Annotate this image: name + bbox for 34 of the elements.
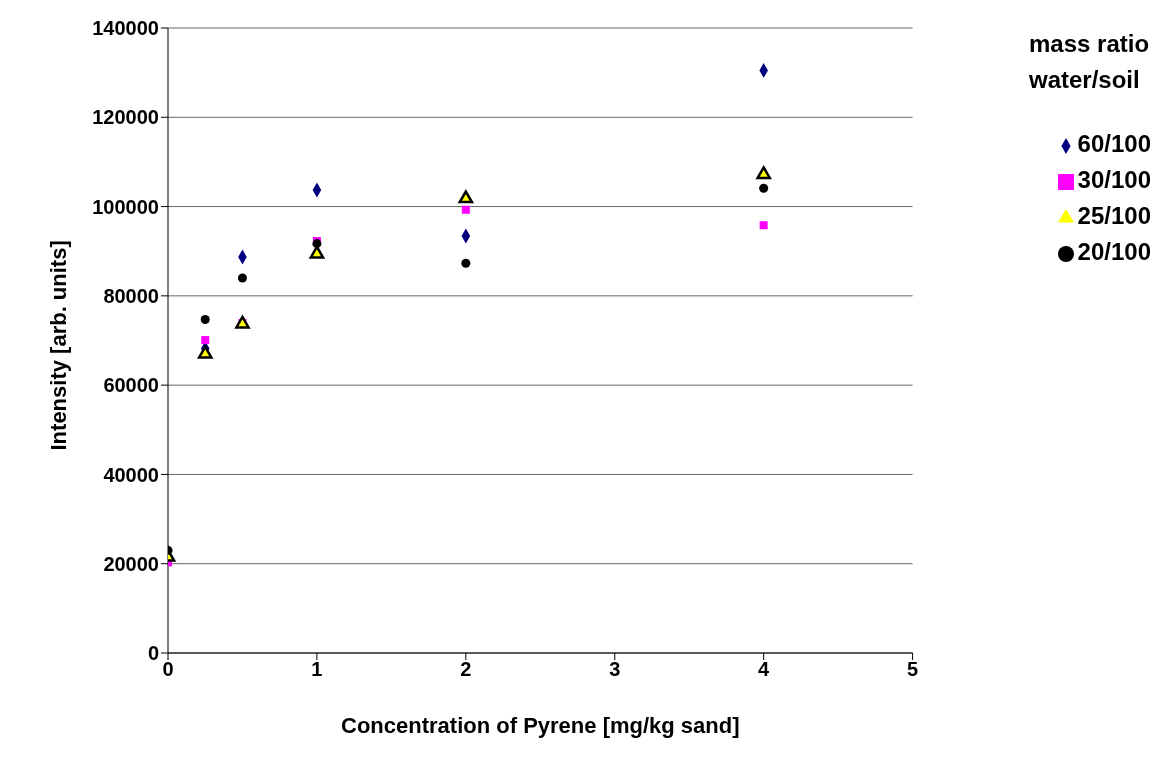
- point: [200, 315, 210, 325]
- x-tick-label: 0: [162, 658, 174, 681]
- y-tick-label: 140000: [92, 17, 159, 40]
- point: [237, 273, 247, 283]
- legend-label: 30/100: [1077, 166, 1151, 193]
- x-tick-label: 3: [609, 658, 621, 681]
- y-tick-label: 80000: [103, 284, 159, 307]
- x-tick-label: 5: [907, 658, 919, 681]
- y-tick-label: 40000: [103, 463, 159, 486]
- y-tick-label: 120000: [92, 106, 159, 129]
- point: [458, 190, 474, 204]
- point: [461, 258, 471, 268]
- y-tick-label: 20000: [103, 552, 159, 575]
- point: [309, 245, 325, 259]
- y-tick-label: 100000: [92, 195, 159, 218]
- point: [201, 336, 210, 345]
- point: [235, 315, 250, 329]
- point: [197, 345, 213, 359]
- y-tick-label: 60000: [103, 374, 159, 397]
- x-tick-label: 4: [758, 658, 771, 681]
- x-tick-label: 1: [311, 658, 323, 681]
- point: [461, 205, 470, 214]
- legend-label: 60/100: [1077, 130, 1151, 157]
- point: [756, 166, 771, 180]
- legend-label: 20/100: [1077, 238, 1151, 265]
- y-tick-label: 0: [147, 642, 159, 665]
- point: [759, 221, 768, 230]
- point: [312, 239, 322, 249]
- point: [759, 183, 769, 193]
- legend-title: mass ratio water/soil: [1029, 29, 1151, 95]
- y-axis-title: Intensity [arb. units]: [45, 240, 71, 451]
- x-tick-label: 2: [460, 658, 472, 681]
- legend-label: 25/100: [1077, 202, 1151, 229]
- x-axis-title: Concentration of Pyrene [mg/kg sand]: [341, 713, 740, 738]
